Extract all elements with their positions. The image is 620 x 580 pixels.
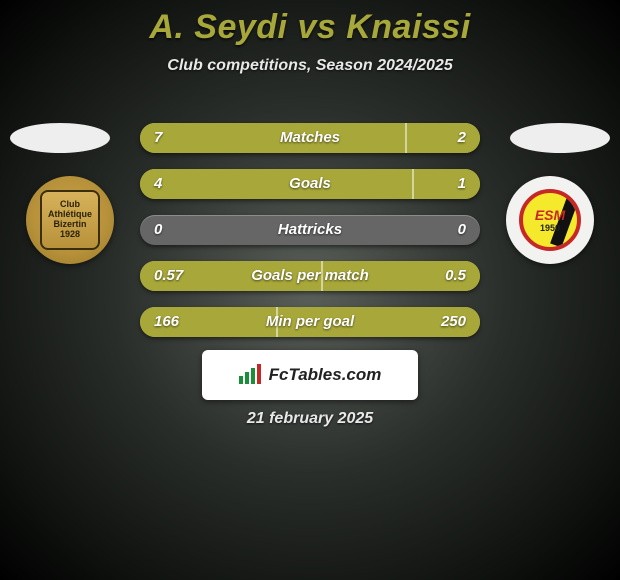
chart-icon [239, 366, 261, 384]
team-logo-right-letters: ESM [535, 207, 565, 223]
subtitle: Club competitions, Season 2024/2025 [0, 57, 620, 75]
team-logo-right: ESM 1950 [519, 189, 581, 251]
team-badge-left: Club Athlétique Bizertin 1928 [26, 176, 114, 264]
stat-row: 41Goals [140, 169, 480, 199]
player-photo-left-placeholder [10, 123, 110, 153]
brand-box[interactable]: FcTables.com [202, 350, 418, 400]
team-logo-right-year: 1950 [540, 223, 560, 233]
stat-row: 72Matches [140, 123, 480, 153]
stat-label: Goals per match [140, 261, 480, 291]
stat-label: Goals [140, 169, 480, 199]
stat-row: 00Hattricks [140, 215, 480, 245]
stat-label: Min per goal [140, 307, 480, 337]
date-line: 21 february 2025 [0, 410, 620, 428]
team-badge-right: ESM 1950 [506, 176, 594, 264]
stat-row: 0.570.5Goals per match [140, 261, 480, 291]
brand-text: FcTables.com [269, 365, 382, 385]
player-photo-right-placeholder [510, 123, 610, 153]
stats-bars: 72Matches 41Goals 00Hattricks 0.570.5Goals … [140, 123, 480, 353]
stat-label: Hattricks [140, 215, 480, 245]
comparison-card: A. Seydi vs Knaissi Club competitions, S… [0, 0, 620, 580]
stat-label: Matches [140, 123, 480, 153]
stat-row: 166250Min per goal [140, 307, 480, 337]
page-title: A. Seydi vs Knaissi [0, 0, 620, 47]
team-logo-left: Club Athlétique Bizertin 1928 [40, 190, 100, 250]
